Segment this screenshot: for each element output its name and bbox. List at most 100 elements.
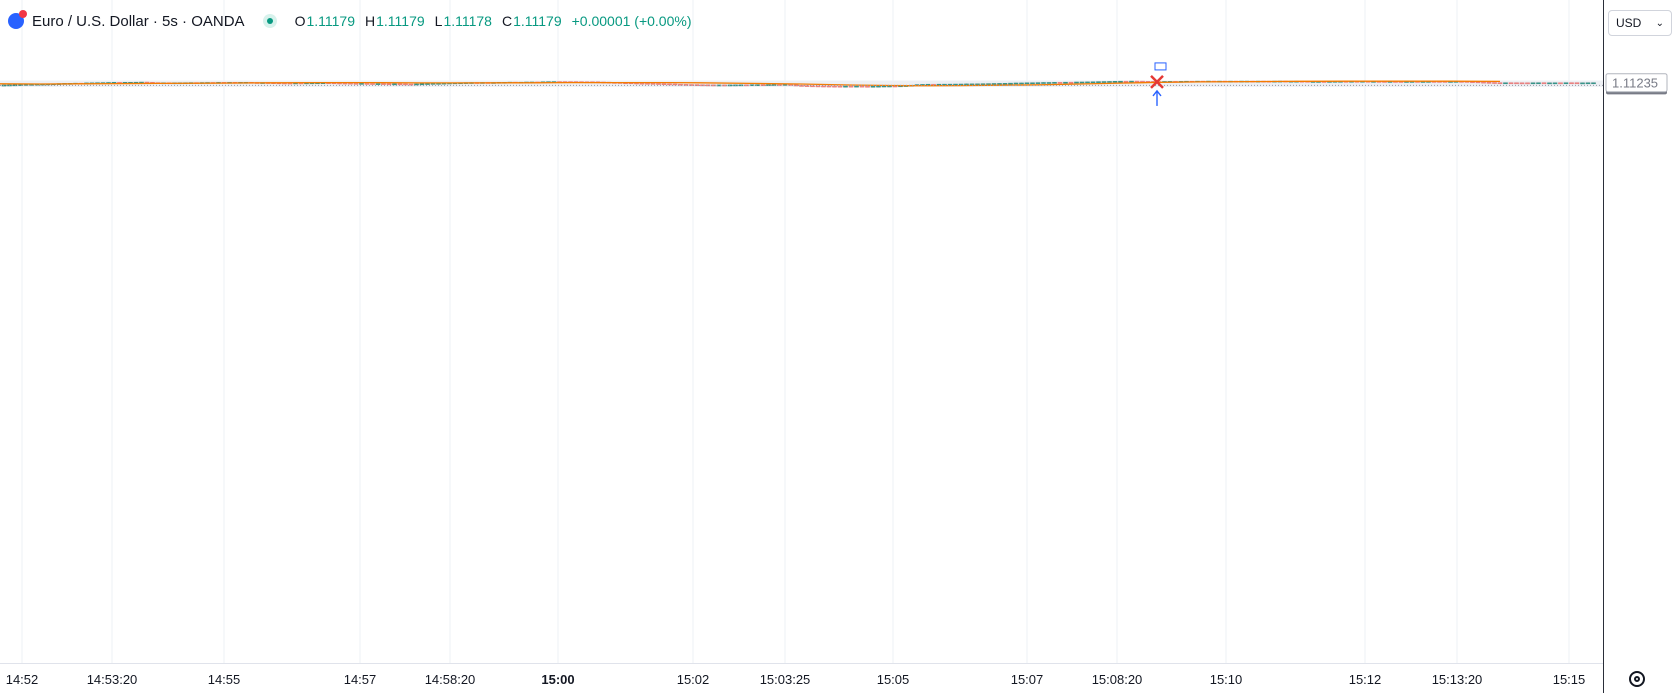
grid xyxy=(0,0,1603,663)
candle-body xyxy=(1140,80,1145,83)
ohlc-open: O1.11179 xyxy=(294,13,355,29)
candle-body xyxy=(969,83,975,86)
candle-body xyxy=(975,83,980,86)
candle-body xyxy=(359,83,364,85)
candle-body xyxy=(414,83,419,86)
time-scale-divider xyxy=(0,663,1603,664)
candle-body xyxy=(1085,81,1090,84)
candle-body xyxy=(645,82,650,85)
candle-body xyxy=(810,85,815,88)
time-tick-label: 15:00 xyxy=(541,672,574,687)
candle-body xyxy=(837,85,843,88)
candle-body xyxy=(997,83,1002,85)
candle-body xyxy=(848,85,854,88)
time-tick-label: 15:03:25 xyxy=(760,672,811,687)
time-axis[interactable]: 14:52 14:53:20 14:55 14:57 14:58:20 15:00 15:0… xyxy=(6,672,1586,687)
candle-body xyxy=(826,85,832,88)
market-status-icon[interactable] xyxy=(262,14,277,28)
time-tick-label: 14:57 xyxy=(344,672,377,687)
candle-body xyxy=(1481,81,1486,84)
candle-body xyxy=(1129,80,1134,83)
candle-body xyxy=(656,83,661,85)
time-tick-label: 15:08:20 xyxy=(1092,672,1143,687)
candle-body xyxy=(1090,81,1096,84)
candle-body xyxy=(403,83,408,86)
candle-body xyxy=(1096,81,1101,83)
time-tick-label: 15:10 xyxy=(1210,672,1243,687)
candle-body xyxy=(991,83,997,85)
candle-body xyxy=(1486,81,1492,84)
candle-body xyxy=(1107,81,1112,83)
time-tick-label: 15:15 xyxy=(1553,672,1586,687)
candle-body xyxy=(683,84,689,86)
candle-body xyxy=(1547,82,1552,85)
candle-body xyxy=(1508,82,1514,85)
ohlc-low: L1.11178 xyxy=(434,13,492,29)
candle-body xyxy=(843,85,848,88)
trade-markers xyxy=(1150,62,1167,106)
ohlc-close: C1.11179 xyxy=(501,13,562,29)
candle-body xyxy=(1123,80,1129,83)
candle-body xyxy=(1074,81,1079,84)
candle-body xyxy=(1585,82,1591,85)
candle-body xyxy=(832,85,837,88)
moving-average-line xyxy=(0,80,1501,87)
candle-body xyxy=(964,83,969,86)
candle-body xyxy=(1035,82,1041,84)
candle-body xyxy=(1497,82,1503,85)
candle-body xyxy=(881,85,887,88)
candle-body xyxy=(1569,82,1574,85)
candle-body xyxy=(1068,81,1074,84)
time-tick-label: 15:07 xyxy=(1011,672,1044,687)
candle-body xyxy=(859,85,865,88)
candle-body xyxy=(667,83,672,86)
candle-body xyxy=(650,82,656,85)
buy-arrow-head-icon xyxy=(1152,89,1162,97)
candle-body xyxy=(386,83,392,86)
candle-body xyxy=(1118,80,1123,83)
currency-select[interactable]: USD ⌄ xyxy=(1608,10,1672,36)
candle-body xyxy=(1101,81,1107,83)
candle-body xyxy=(1030,82,1035,85)
candle-body xyxy=(348,82,353,85)
candle-body xyxy=(425,83,430,85)
candle-body xyxy=(854,85,859,88)
candle-body xyxy=(1063,81,1068,84)
candle-body xyxy=(1591,82,1596,85)
candle-body xyxy=(1519,82,1525,85)
candle-body xyxy=(1574,82,1580,85)
candle-body xyxy=(958,83,964,86)
candle-body xyxy=(1525,82,1530,85)
candle-body xyxy=(1134,80,1140,83)
candle-body xyxy=(672,83,678,86)
candle-body xyxy=(397,83,403,86)
candle-body xyxy=(1558,82,1563,85)
candle-body xyxy=(821,85,826,88)
candle-body xyxy=(1019,82,1024,85)
candle-body xyxy=(986,83,991,85)
symbol-title[interactable]: Euro / U.S. Dollar · 5s · OANDA xyxy=(32,12,245,30)
time-tick-label: 14:55 xyxy=(208,672,241,687)
candle-body xyxy=(353,82,359,85)
price-axis[interactable]: 1.112701.112601.112501.112401.112301.112… xyxy=(1605,73,1668,95)
candle-body xyxy=(364,83,370,85)
candle-body xyxy=(1552,82,1558,85)
candle-body xyxy=(1112,81,1118,83)
candle-body xyxy=(661,83,667,86)
price-scale-divider xyxy=(1603,0,1604,693)
time-tick-label: 15:13:20 xyxy=(1432,672,1483,687)
candle-body xyxy=(870,85,876,88)
candle-body xyxy=(1052,82,1057,84)
candle-body xyxy=(639,82,645,85)
candle-body xyxy=(1057,82,1063,84)
candle-body xyxy=(392,83,397,86)
candle-body xyxy=(1024,82,1030,85)
chevron-down-icon: ⌄ xyxy=(1655,17,1664,29)
settings-gear-icon[interactable] xyxy=(1629,671,1645,687)
time-tick-label: 15:05 xyxy=(877,672,910,687)
candle-body xyxy=(980,83,986,86)
currency-label: USD xyxy=(1616,16,1642,30)
candle-body xyxy=(1530,82,1536,85)
